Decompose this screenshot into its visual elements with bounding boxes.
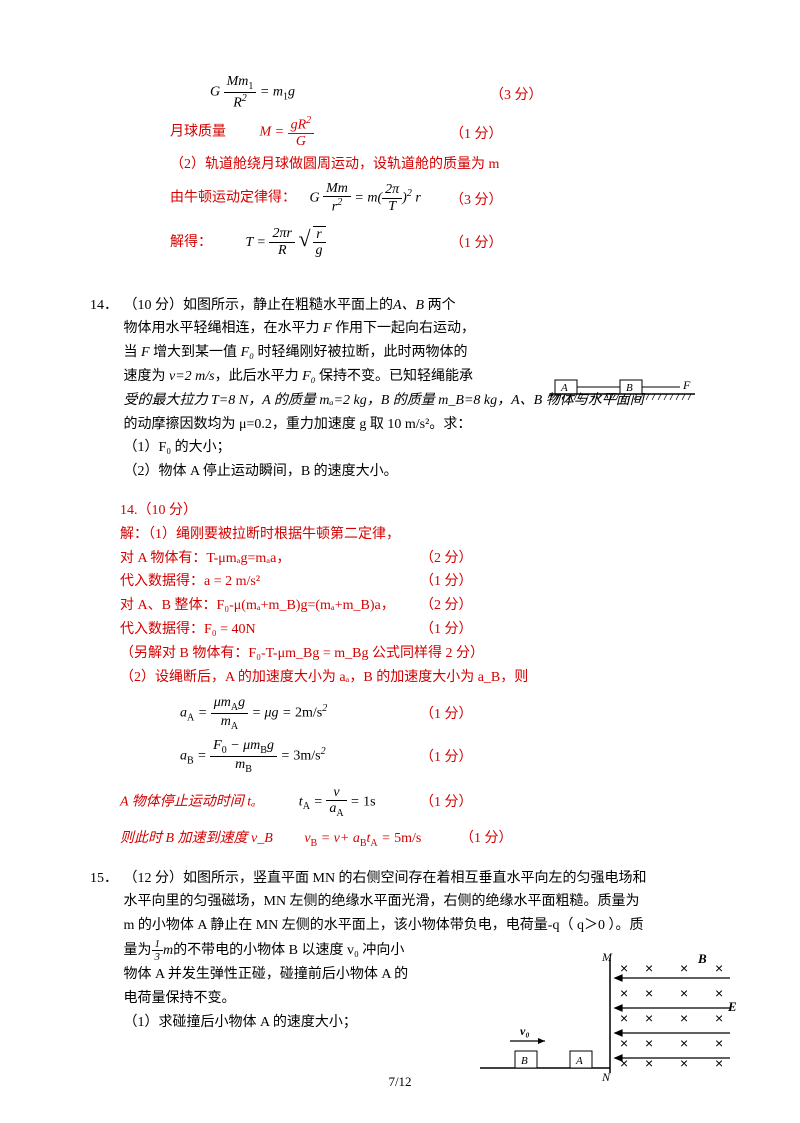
ans-line2: 对 A 物体有：T-μmₐg=mₐa， （2 分） — [120, 547, 710, 571]
eq13-3: 由牛顿运动定律得： G Mmr2 = m(2πT)2 r （3 分） — [170, 181, 710, 215]
ans-tA-row: A 物体停止运动时间 tₐ tA = vaA = 1s （1 分） — [120, 785, 710, 819]
svg-text:×: × — [620, 960, 628, 976]
label-moon-mass: 月球质量 — [170, 124, 226, 139]
ans-line3: 代入数据得：a = 2 m/s² （1 分） — [120, 570, 710, 594]
svg-text:B: B — [626, 382, 633, 394]
svg-text:B: B — [697, 953, 707, 966]
label-newton: 由牛顿运动定律得： — [170, 191, 296, 206]
score-label: （1 分） — [420, 746, 473, 770]
svg-text:×: × — [680, 960, 688, 976]
label-solve: 解得： — [170, 235, 212, 250]
q15-diagram: M N ×××× ×××× ×××× ×××× ×××× B E B A v₀ — [480, 953, 740, 1083]
ans-header: 14.（10 分） — [120, 499, 710, 523]
score-label: （3 分） — [490, 84, 543, 108]
score-label: （1 分） — [450, 232, 503, 256]
q15-line5: 物体 A 并发生弹性正碰，碰撞前后小物体 A 的 — [124, 963, 444, 987]
ans-line4: 对 A、B 整体：F₀-μ(mₐ+m_B)g=(mₐ+m_B)a， （2 分） — [120, 594, 710, 618]
ans-line1: 解：（1）绳刚要被拉断时根据牛顿第二定律， — [120, 523, 710, 547]
q15-num: 15． — [90, 867, 120, 891]
svg-text:A: A — [575, 1055, 583, 1067]
q15-line2: 水平向里的匀强磁场，MN 左侧的绝缘水平面光滑，右侧的绝缘水平面粗糙。质量为 — [124, 890, 684, 914]
q15-line1: （12 分）如图所示，竖直平面 MN 的右侧空间存在着相互垂直水平向左的匀强电场… — [124, 867, 684, 891]
ans-vB-row: 则此时 B 加速到速度 v_B vB = v+ aBtA = 5m/s （1 分… — [120, 827, 710, 852]
q14-line2: 物体用水平轻绳相连，在水平力 F 作用下一起向右运动， — [124, 317, 684, 341]
q14-line3: 当 F 增大到某一值 F₀ 时轻绳刚好被拉断，此时两物体的 — [124, 341, 684, 365]
q14-line6: 的动摩擦因数均为 μ=0.2，重力加速度 g 取 10 m/s²。求： — [124, 413, 684, 437]
eq-aB: aB = F0 − μmBgmB = 3m/s2 （1 分） — [180, 738, 710, 775]
ans-line6: （另解对 B 物体有：F₀-T-μm_Bg = m_Bg 公式同样得 2 分） — [120, 642, 710, 666]
eq-aA: aA = μmAgmA = μg = 2m/s2 （1 分） — [180, 695, 710, 732]
svg-text:×: × — [715, 1035, 723, 1051]
q14-solution: 14.（10 分） 解：（1）绳刚要被拉断时根据牛顿第二定律， 对 A 物体有：… — [120, 499, 710, 852]
score-label: （1 分） — [450, 123, 503, 147]
q14-num: 14． — [90, 294, 120, 318]
svg-text:×: × — [680, 1035, 688, 1051]
svg-text:×: × — [645, 960, 653, 976]
q14-diagram: A B F — [550, 378, 700, 408]
page-container: G Mm1R2 = m1g （3 分） 月球质量 M = gR2G （1 分） … — [0, 0, 800, 1123]
ans-line7: （2）设绳断后，A 的加速度大小为 aₐ，B 的加速度大小为 a_B，则 — [120, 666, 710, 690]
page-footer: 7/12 — [0, 1071, 800, 1093]
svg-text:×: × — [680, 1010, 688, 1026]
score-label: （3 分） — [450, 189, 503, 213]
q14-sub2: （2）物体 A 停止运动瞬间，B 的速度大小。 — [124, 460, 684, 484]
svg-text:v₀: v₀ — [520, 1024, 530, 1038]
eq13-1: G Mm1R2 = m1g （3 分） — [210, 74, 710, 111]
svg-text:A: A — [560, 382, 568, 394]
svg-text:×: × — [645, 1035, 653, 1051]
svg-text:E: E — [727, 999, 737, 1014]
svg-text:×: × — [645, 985, 653, 1001]
ans-line5: 代入数据得：F₀ = 40N （1 分） — [120, 618, 710, 642]
q13-solution: G Mm1R2 = m1g （3 分） 月球质量 M = gR2G （1 分） … — [170, 74, 710, 259]
q15-line3: m 的小物体 A 静止在 MN 左侧的水平面上，该小物体带负电，电荷量-q（ q… — [124, 914, 684, 938]
svg-text:×: × — [620, 1035, 628, 1051]
q13-part2-intro: （2）轨道舱绕月球做圆周运动，设轨道舱的质量为 m — [170, 153, 710, 177]
svg-text:×: × — [680, 985, 688, 1001]
svg-text:×: × — [715, 960, 723, 976]
q14-sub1: （1）F₀ 的大小； — [124, 436, 684, 460]
svg-text:×: × — [620, 1010, 628, 1026]
svg-text:×: × — [645, 1010, 653, 1026]
eq13-4: 解得： T = 2πrR √rg （1 分） — [170, 220, 710, 259]
svg-text:M: M — [601, 953, 613, 964]
q14-line1: （10 分）如图所示，静止在粗糙水平面上的A、B 两个 — [124, 294, 684, 318]
svg-text:×: × — [715, 985, 723, 1001]
score-label: （1 分） — [420, 703, 473, 727]
eq13-2: 月球质量 M = gR2G （1 分） — [170, 115, 710, 149]
svg-text:B: B — [521, 1055, 528, 1067]
svg-text:×: × — [620, 985, 628, 1001]
svg-text:×: × — [715, 1010, 723, 1026]
svg-text:F: F — [682, 378, 691, 392]
